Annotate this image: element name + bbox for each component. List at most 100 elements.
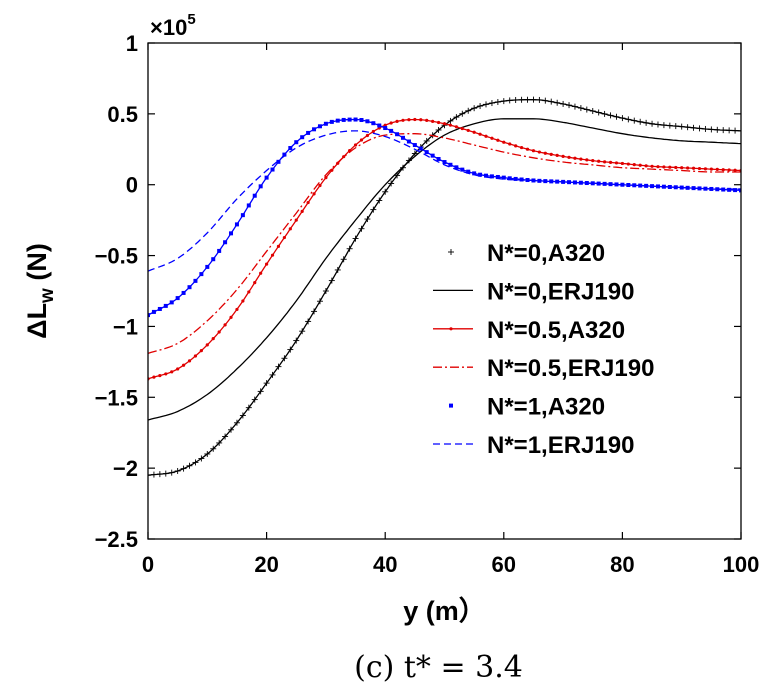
data-point xyxy=(241,299,245,303)
legend-label: N*=0,A320 xyxy=(487,240,605,267)
series-n-0-5-a320 xyxy=(148,117,741,381)
data-point xyxy=(454,165,459,170)
x-tick-label: 100 xyxy=(723,552,760,577)
data-point xyxy=(607,112,614,119)
data-point xyxy=(306,130,311,135)
data-point xyxy=(518,96,525,103)
data-point xyxy=(229,231,234,236)
legend-item-n-1-erj190: N*=1,ERJ190 xyxy=(433,432,634,459)
data-point xyxy=(371,121,376,126)
data-point xyxy=(495,174,500,179)
data-point xyxy=(168,469,175,476)
data-point xyxy=(513,176,518,181)
data-point xyxy=(347,117,352,122)
data-point xyxy=(205,264,210,269)
data-point xyxy=(524,96,531,103)
y-tick-label: −0.5 xyxy=(95,244,138,269)
data-point xyxy=(436,157,441,162)
data-point xyxy=(253,280,257,285)
data-point xyxy=(328,277,335,284)
data-point xyxy=(537,150,541,154)
data-point xyxy=(407,118,411,122)
data-point xyxy=(709,167,713,171)
data-point xyxy=(164,372,168,376)
data-point xyxy=(666,122,673,129)
legend-label: N*=0,ERJ190 xyxy=(487,278,634,305)
data-point xyxy=(376,197,383,204)
data-point xyxy=(625,116,632,123)
data-point xyxy=(643,119,650,126)
data-point xyxy=(318,183,322,188)
x-tick-label: 20 xyxy=(254,552,278,577)
data-point xyxy=(679,185,684,190)
y-axis-exponent-power: 5 xyxy=(187,11,195,28)
data-point xyxy=(418,146,423,151)
data-point xyxy=(531,149,536,153)
data-point xyxy=(401,118,405,122)
data-point xyxy=(275,363,282,370)
data-point xyxy=(199,349,203,353)
data-point xyxy=(334,266,341,273)
data-point xyxy=(530,96,537,103)
data-point xyxy=(148,472,151,479)
data-point xyxy=(560,100,567,107)
data-point xyxy=(454,125,458,129)
data-point xyxy=(453,114,460,121)
y-axis-exponent: ×105 xyxy=(150,11,196,40)
data-point xyxy=(157,306,162,311)
data-point xyxy=(181,363,186,367)
data-point xyxy=(721,187,726,192)
data-point xyxy=(180,465,187,472)
data-point xyxy=(502,140,506,144)
data-point xyxy=(603,160,607,164)
data-point xyxy=(186,462,193,469)
data-point xyxy=(269,371,276,378)
data-point xyxy=(672,123,679,130)
x-tick-label: 40 xyxy=(373,552,397,577)
data-point xyxy=(306,200,310,205)
data-point xyxy=(613,113,620,120)
data-point xyxy=(330,168,334,172)
data-point xyxy=(335,118,340,123)
data-point xyxy=(459,110,466,117)
data-point xyxy=(287,346,294,353)
data-point xyxy=(388,180,395,187)
y-tick-label: 1 xyxy=(126,31,138,56)
data-point xyxy=(288,227,292,231)
data-point xyxy=(192,459,199,466)
y-axis-label-unit: (N) xyxy=(22,243,52,288)
y-tick-label: −1 xyxy=(113,314,138,339)
data-point xyxy=(442,122,447,126)
data-point xyxy=(158,373,162,378)
data-point xyxy=(359,118,364,123)
legend-item-n-0-5-a320: N*=0.5,A320 xyxy=(433,317,625,344)
data-point xyxy=(316,298,323,305)
data-point xyxy=(738,127,741,134)
data-point xyxy=(293,337,300,344)
y-axis-label: ΔLw (N) xyxy=(22,243,58,339)
data-point xyxy=(697,166,702,171)
data-point xyxy=(472,130,476,134)
y-tick-label: −2.5 xyxy=(95,527,138,552)
data-point xyxy=(680,166,684,170)
data-point xyxy=(662,165,666,169)
data-point xyxy=(235,307,239,312)
data-point xyxy=(223,240,228,245)
data-point xyxy=(542,97,549,104)
data-point xyxy=(649,120,656,127)
plot-area-frame xyxy=(147,42,742,540)
data-point xyxy=(217,330,221,334)
series-n-0-erj190 xyxy=(148,118,741,421)
data-point xyxy=(323,121,328,126)
data-point xyxy=(555,153,559,157)
legend-item-n-0-5-erj190: N*=0.5,ERJ190 xyxy=(433,355,654,382)
data-point xyxy=(656,165,660,169)
data-point xyxy=(365,133,370,138)
data-point xyxy=(686,166,690,170)
series-n-1-erj190 xyxy=(148,130,741,272)
data-point xyxy=(371,129,375,134)
data-point xyxy=(370,206,377,213)
data-point xyxy=(288,146,293,151)
data-point xyxy=(678,123,685,130)
